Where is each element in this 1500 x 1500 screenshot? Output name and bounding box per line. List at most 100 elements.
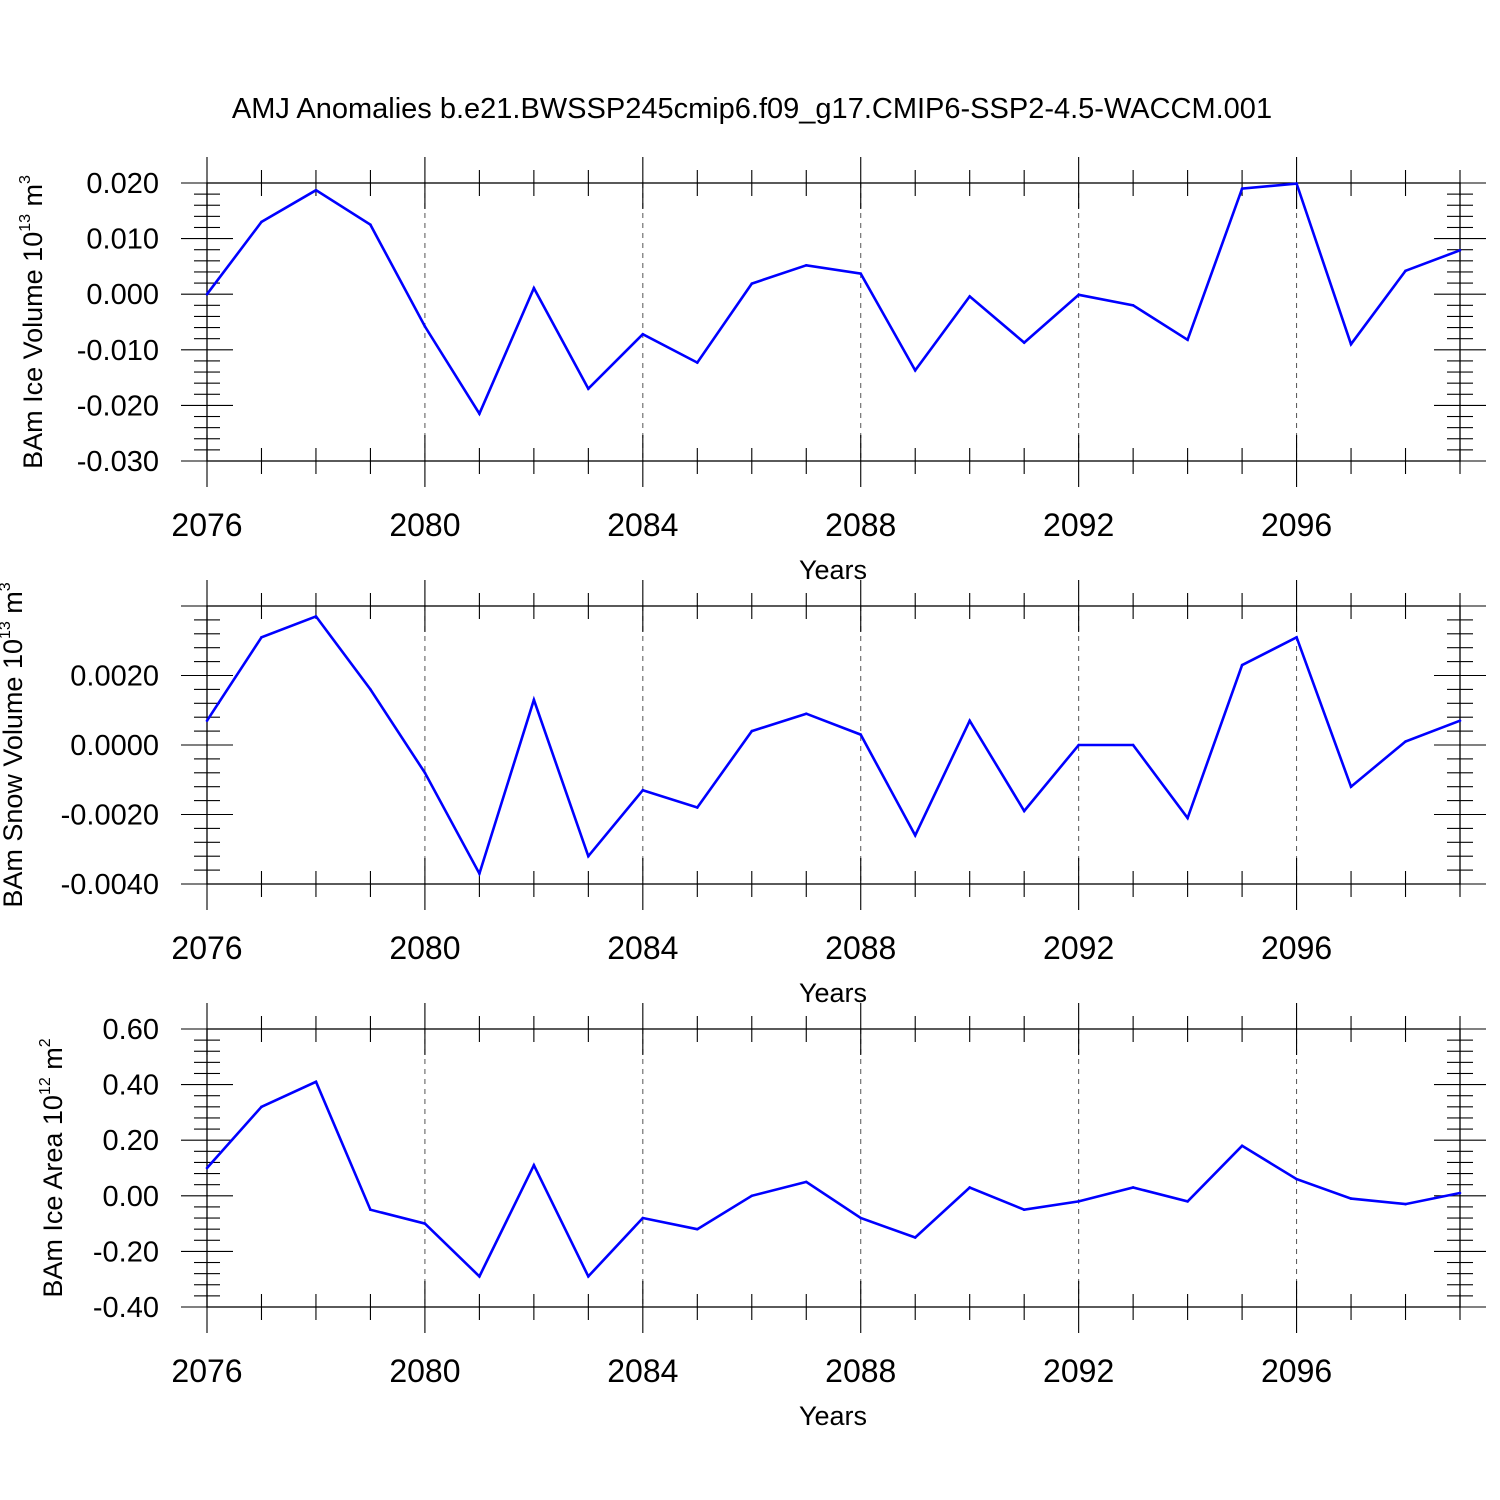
data-point: [859, 272, 863, 275]
data-point: [369, 223, 372, 226]
data-point: [205, 1166, 209, 1170]
y-tick-label: -0.0040: [61, 869, 159, 901]
data-point: [913, 369, 917, 372]
data-point: [532, 286, 536, 290]
data-point: [641, 1216, 645, 1220]
data-point: [587, 387, 590, 391]
data-point: [1022, 1208, 1026, 1211]
data-point: [314, 615, 318, 618]
data-point: [260, 220, 263, 224]
y-tick-label: -0.0020: [61, 800, 159, 832]
data-point: [913, 1236, 917, 1239]
y-tick-label: 0.000: [86, 279, 159, 311]
data-point: [1131, 1186, 1135, 1189]
y-tick-label: 0.0020: [70, 661, 159, 693]
data-point: [1404, 269, 1407, 273]
y-tick-label: 0.0000: [70, 730, 159, 762]
y-tick-label: -0.030: [77, 446, 159, 478]
x-tick-label: 2096: [1261, 507, 1332, 543]
x-tick-label: 2096: [1261, 1353, 1332, 1389]
x-tick-label: 2084: [607, 1353, 678, 1389]
data-point: [641, 332, 645, 336]
data-point: [1458, 719, 1462, 722]
data-point: [968, 719, 971, 722]
y-tick-label: 0.20: [103, 1125, 159, 1157]
data-point: [1295, 635, 1298, 639]
series-line: [205, 614, 1461, 877]
data-point: [1077, 293, 1080, 297]
data-point: [1349, 1197, 1353, 1200]
x-axis-label: Years: [799, 1401, 867, 1431]
data-point: [205, 292, 209, 296]
data-point: [750, 729, 754, 733]
x-tick-label: 2092: [1043, 1353, 1114, 1389]
data-point: [1404, 1202, 1407, 1206]
x-tick-label: 2076: [171, 507, 242, 543]
data-point: [696, 361, 699, 364]
data-point: [1404, 740, 1407, 743]
x-tick-label: 2088: [825, 1353, 896, 1389]
y-axis-label: BAm Snow Volume 1013 m3: [0, 582, 28, 907]
series-line: [206, 1080, 1461, 1279]
data-point: [1349, 785, 1353, 788]
data-point: [1295, 1177, 1298, 1181]
panel-snow-volume: -0.0040 -0.0020 0.0000 0.0020 2076 2080 2084 20…: [0, 580, 1486, 1008]
y-tick-label: -0.40: [93, 1292, 159, 1324]
data-point: [532, 1163, 536, 1167]
x-tick-label: 2084: [607, 507, 678, 543]
data-point: [859, 733, 863, 736]
data-point: [804, 263, 808, 267]
data-point: [260, 635, 263, 639]
data-point: [804, 1180, 808, 1184]
x-tick-label: 2096: [1261, 930, 1332, 966]
plot-frame: [206, 1028, 1461, 1308]
data-point: [205, 719, 209, 722]
y-tick-label: -0.010: [77, 335, 159, 367]
y-tick-label: -0.020: [77, 390, 159, 422]
data-point: [369, 688, 372, 691]
x-axis-label: Years: [799, 555, 867, 585]
data-point: [587, 1275, 590, 1278]
data-point: [1077, 1200, 1080, 1203]
data-point: [804, 712, 808, 716]
data-point: [968, 295, 971, 298]
panel-ice-area: -0.40 -0.20 0.00 0.20 0.40 0.60 2076 2080 2084 20…: [37, 1003, 1486, 1431]
x-tick-label: 2076: [171, 930, 242, 966]
x-tick-label: 2084: [607, 930, 678, 966]
data-point: [1077, 743, 1080, 747]
data-point: [1458, 1191, 1462, 1195]
x-tick-label: 2080: [389, 507, 460, 543]
y-tick-label: 0.60: [103, 1014, 159, 1046]
data-point: [1458, 248, 1462, 252]
data-point: [423, 325, 427, 328]
data-point: [423, 771, 427, 775]
data-point: [314, 188, 318, 192]
x-tick-label: 2092: [1043, 930, 1114, 966]
data-point: [1349, 342, 1353, 346]
panels: -0.030 -0.020 -0.010 0.000 0.010 0.020 2076 208…: [0, 157, 1486, 1431]
data-point: [423, 1222, 427, 1225]
x-tick-label: 2080: [389, 1353, 460, 1389]
x-tick-label: 2092: [1043, 507, 1114, 543]
data-point: [1022, 341, 1026, 344]
data-point: [1240, 1144, 1244, 1148]
data-point: [1131, 743, 1135, 747]
x-tick-label: 2076: [171, 1353, 242, 1389]
data-point: [1240, 663, 1244, 667]
data-point: [696, 1227, 699, 1231]
data-point: [1131, 304, 1135, 307]
y-axis-label: BAm Ice Area 1012 m2: [37, 1038, 68, 1297]
data-point: [750, 1194, 754, 1198]
y-tick-label: 0.00: [103, 1181, 159, 1213]
chart-title: AMJ Anomalies b.e21.BWSSP245cmip6.f09_g1…: [232, 93, 1272, 125]
x-tick-label: 2088: [825, 507, 896, 543]
data-point: [913, 834, 917, 837]
data-point: [314, 1080, 318, 1084]
y-tick-label: -0.20: [93, 1236, 159, 1268]
data-point: [532, 698, 536, 702]
data-point: [478, 412, 481, 416]
data-point: [696, 806, 699, 809]
data-point: [587, 854, 590, 858]
x-tick-label: 2080: [389, 930, 460, 966]
data-point: [968, 1186, 971, 1189]
